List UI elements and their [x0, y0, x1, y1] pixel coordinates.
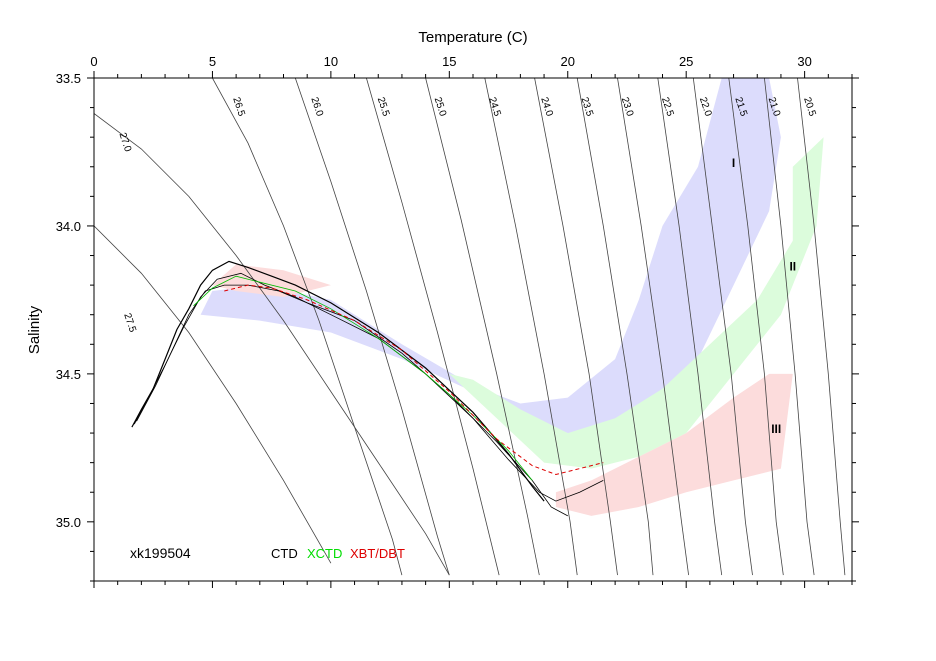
- x-tick-label: 25: [679, 54, 693, 69]
- isopycnal-line: [212, 78, 403, 576]
- x-tick-label: 10: [324, 54, 338, 69]
- isopycnal-line: [94, 225, 332, 564]
- isopycnal-line: [425, 78, 540, 576]
- isopycnal-line: [366, 78, 500, 576]
- x-tick-label: 0: [90, 54, 97, 69]
- profile-1: [131, 260, 545, 502]
- legend-ctd: CTD: [271, 546, 298, 561]
- isopycnal-line: [484, 78, 578, 576]
- legend: CTD XCTD XBT/DBT: [271, 546, 405, 561]
- profile-5: [224, 284, 604, 476]
- y-tick-label: 35.0: [56, 515, 81, 530]
- region-3: [212, 264, 331, 297]
- x-tick-label: 20: [561, 54, 575, 69]
- isopycnal-lines: [94, 78, 846, 576]
- station-label: xk199504: [130, 545, 191, 561]
- region-label-2: II: [789, 259, 796, 273]
- y-tick-label: 34.5: [56, 367, 81, 382]
- x-tick-label: 15: [442, 54, 456, 69]
- isopycnal-line: [294, 78, 450, 576]
- isopycnal-line: [692, 78, 753, 576]
- axes: 0 5 10 15 20 25 30 33.5 34.0 34.5 35.0: [56, 54, 859, 588]
- x-tick-label: 30: [797, 54, 811, 69]
- region-4: [555, 373, 793, 516]
- legend-xbt-dbt: XBT/DBT: [350, 546, 405, 561]
- isopycnal-line: [764, 78, 815, 576]
- x-tick-label: 5: [209, 54, 216, 69]
- y-tick-label: 34.0: [56, 219, 81, 234]
- isopycnal-line: [617, 78, 689, 576]
- region-1: [200, 78, 781, 439]
- water-mass-regions: [200, 78, 824, 516]
- ts-profiles: [131, 260, 604, 517]
- isopycnal-line: [534, 78, 618, 576]
- profile-4: [193, 275, 533, 481]
- isopycnal-line: [657, 78, 723, 576]
- isopycnal-line: [94, 113, 450, 576]
- y-tick-label: 33.5: [56, 71, 81, 86]
- y-axis-label: Salinity: [26, 305, 43, 354]
- region-label-1: I: [732, 156, 735, 170]
- profile-3: [136, 284, 568, 517]
- isopycnal-line: [576, 78, 654, 576]
- region-label-3: III: [771, 422, 781, 436]
- isopycnal-line: [728, 78, 784, 576]
- x-axis-label: Temperature (C): [418, 29, 527, 46]
- legend-xctd: XCTD: [307, 546, 342, 561]
- isopycnal-line: [797, 78, 846, 576]
